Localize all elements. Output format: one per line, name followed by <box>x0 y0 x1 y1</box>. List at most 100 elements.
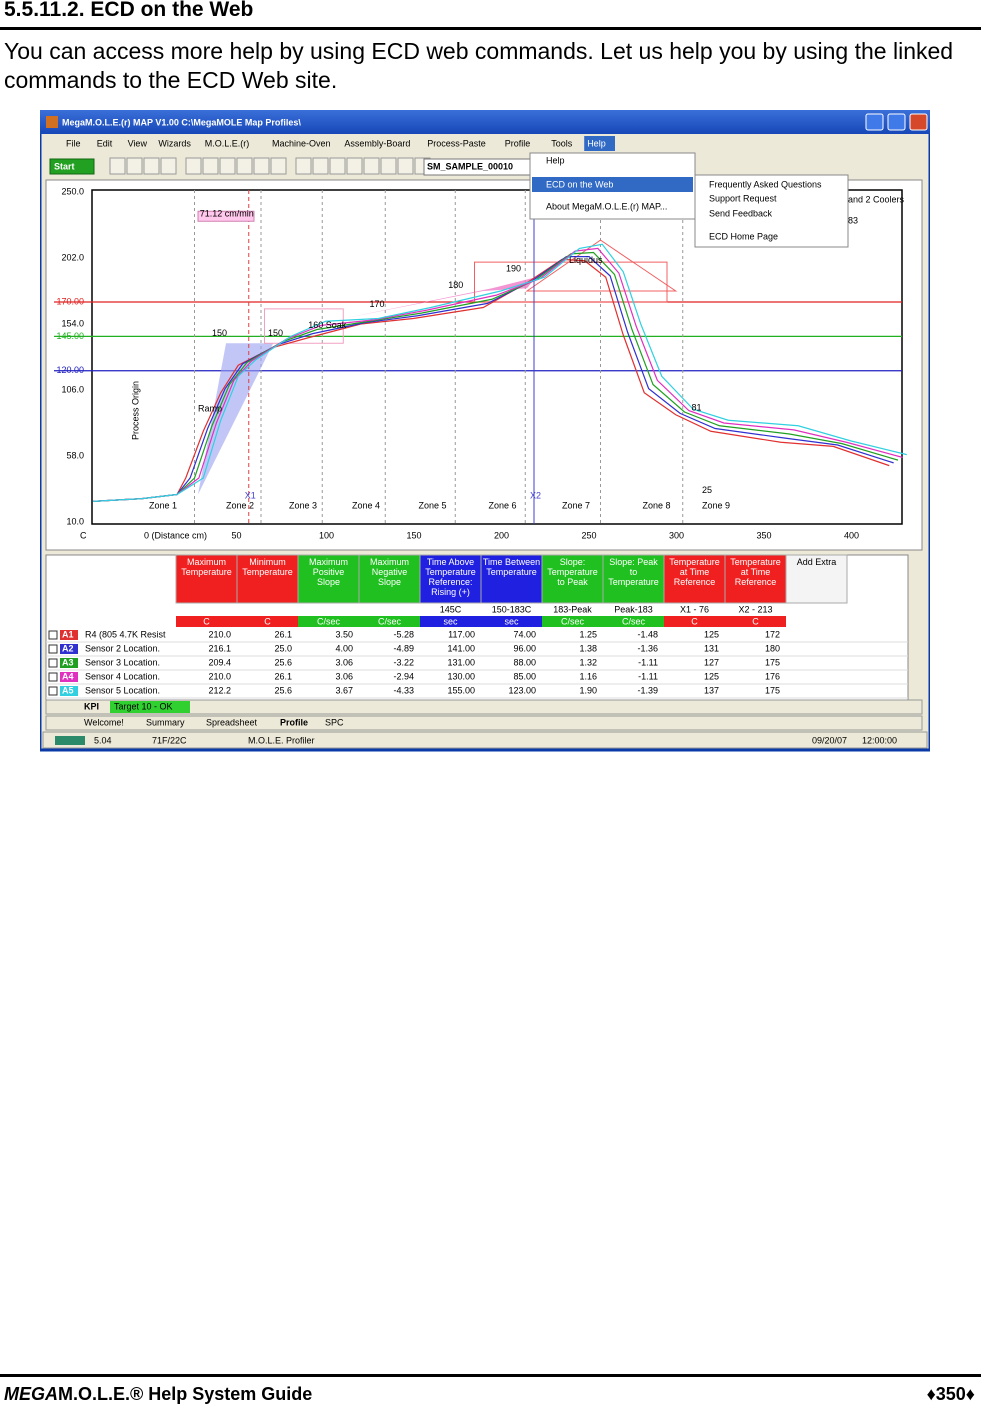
x-axis-label: 0 (Distance cm) <box>144 530 207 540</box>
unit-cell <box>664 616 725 627</box>
view-tab[interactable]: Summary <box>146 717 185 727</box>
sheet-tab[interactable]: KPI <box>84 701 99 711</box>
annotation: 190 <box>506 263 521 273</box>
toolbar-icon[interactable] <box>126 157 143 175</box>
cell-value: 175 <box>765 685 780 695</box>
menu-item[interactable]: Edit <box>97 138 113 148</box>
view-tab[interactable]: Spreadsheet <box>206 717 258 727</box>
cell-value: 1.38 <box>579 643 597 653</box>
toolbar-icon[interactable] <box>160 157 177 175</box>
cell-value: 125 <box>704 629 719 639</box>
view-tab[interactable]: Profile <box>280 717 308 727</box>
cell-value: 127 <box>704 657 719 667</box>
header-cell <box>236 554 299 604</box>
sensor-badge <box>60 658 78 668</box>
annotation: 170 <box>370 299 385 309</box>
help-menu-item[interactable]: About MegaM.O.L.E.(r) MAP... <box>546 201 667 211</box>
ref-text: 183-Peak <box>553 604 592 614</box>
row-checkbox[interactable] <box>48 672 58 682</box>
header-text: Maximum Negative Slope <box>370 557 409 587</box>
ref-text: 145C <box>440 604 462 614</box>
window-button[interactable] <box>909 113 928 131</box>
toolbar-icon[interactable] <box>346 157 363 175</box>
help-menu-item[interactable]: Help <box>546 155 565 165</box>
submenu-item[interactable]: Send Feedback <box>709 208 773 218</box>
x-axis-label: 100 <box>319 530 334 540</box>
cell-value: 74.00 <box>513 629 536 639</box>
toolbar-icon[interactable] <box>236 157 253 175</box>
menu-item[interactable]: Help <box>587 138 606 148</box>
menu-item[interactable]: Machine-Oven <box>272 138 331 148</box>
y-axis-label: 145.00 <box>56 331 84 341</box>
menu-item[interactable]: View <box>128 138 148 148</box>
start-label[interactable]: Start <box>54 161 75 171</box>
view-tab[interactable]: Welcome! <box>84 717 124 727</box>
toolbar-icon[interactable] <box>329 157 346 175</box>
window-button[interactable] <box>865 113 884 131</box>
submenu-item[interactable]: Support Request <box>709 193 777 203</box>
unit-text: C/sec <box>622 616 646 626</box>
toolbar-icon[interactable] <box>202 157 219 175</box>
menu-item[interactable]: File <box>66 138 81 148</box>
toolbar-icon[interactable] <box>363 157 380 175</box>
unit-cell <box>176 616 237 627</box>
header-cell <box>541 554 604 604</box>
toolbar-icon[interactable] <box>295 157 312 175</box>
cell-value: 210.0 <box>208 671 231 681</box>
unit-cell <box>481 616 542 627</box>
cell-value: -1.36 <box>637 643 658 653</box>
tab-strip <box>45 699 923 715</box>
cell-value: -1.11 <box>638 657 658 667</box>
status-text: 71F/22C <box>152 735 187 745</box>
annotation: 25 <box>702 485 712 495</box>
header-cell <box>419 554 482 604</box>
unit-text: C <box>752 616 759 626</box>
toolbar-icon[interactable] <box>109 157 126 175</box>
cell-value: -1.39 <box>637 685 658 695</box>
menu-item[interactable]: Process-Paste <box>427 138 486 148</box>
cell-value: -1.11 <box>638 671 658 681</box>
start-button[interactable] <box>49 158 95 175</box>
cell-value: 131.00 <box>447 657 475 667</box>
submenu-item[interactable]: Frequently Asked Questions <box>709 179 822 189</box>
toolbar-icon[interactable] <box>143 157 160 175</box>
annotation: Ramp <box>198 404 222 414</box>
row-checkbox[interactable] <box>48 630 58 640</box>
cell-value: 1.25 <box>579 629 597 639</box>
submenu-item[interactable]: ECD Home Page <box>709 231 778 241</box>
row-checkbox[interactable] <box>48 686 58 696</box>
guide: M.O.L.E.® Help System Guide <box>58 1384 313 1404</box>
menu-item[interactable]: M.O.L.E.(r) <box>205 138 250 148</box>
help-menu-item[interactable]: ECD on the Web <box>546 179 613 189</box>
toolbar-icon[interactable] <box>397 157 414 175</box>
menu-item[interactable]: Tools <box>551 138 573 148</box>
cell-value: -2.94 <box>393 671 414 681</box>
cell-value: 3.06 <box>335 671 353 681</box>
view-tab[interactable]: SPC <box>325 717 344 727</box>
menu-item[interactable]: Profile <box>505 138 531 148</box>
toolbar-icon[interactable] <box>219 157 236 175</box>
cell-value: -1.48 <box>637 629 658 639</box>
x-axis-label: 350 <box>757 530 772 540</box>
toolbar-icon[interactable] <box>253 157 270 175</box>
cell-value: 3.50 <box>335 629 353 639</box>
peak-box <box>474 261 668 303</box>
marker-label: X2 <box>530 490 541 500</box>
ref-text: X2 - 213 <box>738 604 772 614</box>
menu-item[interactable]: Wizards <box>158 138 191 148</box>
row-checkbox[interactable] <box>48 658 58 668</box>
unit-text: C/sec <box>378 616 402 626</box>
toolbar-icon[interactable] <box>270 157 287 175</box>
submenu <box>694 174 849 248</box>
toolbar-icon[interactable] <box>380 157 397 175</box>
sheet-tab-bg <box>110 701 190 713</box>
menu-item[interactable]: Assembly-Board <box>344 138 410 148</box>
toolbar-icon[interactable] <box>312 157 329 175</box>
sheet-tab[interactable]: Target 10 - OK <box>114 701 173 711</box>
sensor-badge <box>60 630 78 640</box>
x-axis-label: 400 <box>844 530 859 540</box>
window-button[interactable] <box>887 113 906 131</box>
toolbar-icon[interactable] <box>185 157 202 175</box>
row-checkbox[interactable] <box>48 644 58 654</box>
